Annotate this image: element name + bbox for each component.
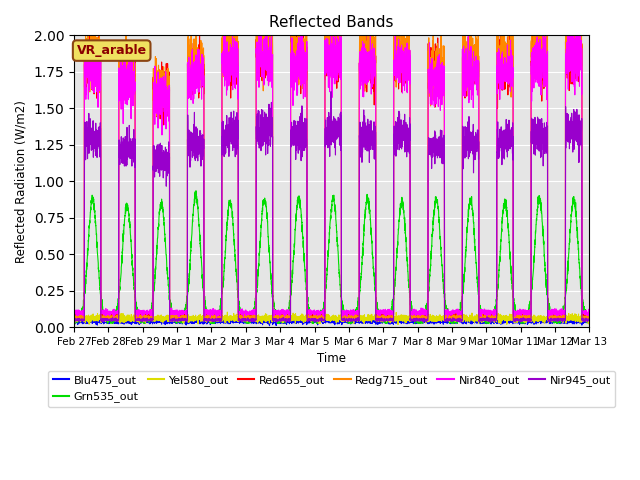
Redg715_out bbox=[163, 96, 170, 101]
Nir840_out bbox=[419, 310, 426, 315]
Yel580_out bbox=[585, 318, 593, 324]
Grn535_out bbox=[585, 312, 593, 318]
Red655_out bbox=[452, 316, 460, 322]
Title: Reflected Bands: Reflected Bands bbox=[269, 15, 394, 30]
Yel580_out bbox=[223, 309, 231, 315]
Red655_out bbox=[312, 313, 320, 319]
Line: Yel580_out: Yel580_out bbox=[74, 312, 589, 324]
Grn535_out bbox=[192, 188, 200, 193]
Redg715_out bbox=[476, 314, 484, 320]
Nir945_out bbox=[327, 89, 335, 95]
Red655_out bbox=[70, 312, 78, 318]
Blu475_out bbox=[586, 319, 593, 324]
Blu475_out bbox=[312, 320, 320, 325]
Grn535_out bbox=[447, 315, 455, 321]
Nir945_out bbox=[486, 320, 494, 325]
Nir945_out bbox=[447, 317, 455, 323]
Nir840_out bbox=[476, 310, 484, 315]
X-axis label: Time: Time bbox=[317, 352, 346, 365]
Red655_out bbox=[476, 311, 484, 317]
Nir945_out bbox=[70, 316, 78, 322]
Red655_out bbox=[447, 312, 455, 318]
Red655_out bbox=[585, 313, 593, 319]
Grn535_out bbox=[70, 321, 78, 326]
Yel580_out bbox=[312, 315, 320, 321]
Nir945_out bbox=[163, 160, 170, 166]
Grn535_out bbox=[586, 314, 593, 320]
Nir840_out bbox=[312, 311, 320, 317]
Yel580_out bbox=[447, 316, 455, 322]
Nir840_out bbox=[163, 90, 170, 96]
Redg715_out bbox=[419, 315, 426, 321]
Nir945_out bbox=[419, 317, 426, 323]
Grn535_out bbox=[476, 307, 484, 313]
Red655_out bbox=[163, 79, 170, 85]
Redg715_out bbox=[70, 313, 78, 319]
Blu475_out bbox=[70, 320, 78, 325]
Yel580_out bbox=[586, 313, 593, 319]
Nir840_out bbox=[268, 17, 275, 23]
Blu475_out bbox=[476, 317, 484, 323]
Blu475_out bbox=[419, 319, 426, 325]
Grn535_out bbox=[312, 317, 320, 323]
Nir945_out bbox=[585, 318, 593, 324]
Redg715_out bbox=[586, 315, 593, 321]
Nir840_out bbox=[447, 310, 455, 315]
Redg715_out bbox=[447, 314, 455, 320]
Yel580_out bbox=[163, 312, 170, 318]
Red655_out bbox=[419, 313, 426, 319]
Y-axis label: Reflected Radiation (W/m2): Reflected Radiation (W/m2) bbox=[15, 100, 28, 263]
Red655_out bbox=[586, 315, 593, 321]
Nir840_out bbox=[586, 310, 593, 315]
Nir840_out bbox=[585, 311, 593, 316]
Red655_out bbox=[328, 4, 336, 10]
Blu475_out bbox=[585, 320, 593, 325]
Redg715_out bbox=[219, 4, 227, 10]
Nir945_out bbox=[476, 317, 484, 323]
Yel580_out bbox=[394, 322, 402, 327]
Line: Grn535_out: Grn535_out bbox=[74, 191, 589, 324]
Redg715_out bbox=[342, 318, 350, 324]
Line: Redg715_out: Redg715_out bbox=[74, 7, 589, 321]
Line: Blu475_out: Blu475_out bbox=[74, 317, 589, 326]
Nir945_out bbox=[586, 318, 593, 324]
Nir840_out bbox=[70, 310, 78, 315]
Grn535_out bbox=[163, 263, 171, 268]
Nir840_out bbox=[212, 314, 220, 320]
Line: Nir945_out: Nir945_out bbox=[74, 92, 589, 323]
Text: VR_arable: VR_arable bbox=[77, 44, 147, 57]
Nir945_out bbox=[312, 316, 320, 322]
Grn535_out bbox=[70, 320, 78, 326]
Blu475_out bbox=[157, 314, 165, 320]
Blu475_out bbox=[447, 319, 455, 324]
Legend: Blu475_out, Grn535_out, Yel580_out, Red655_out, Redg715_out, Nir840_out, Nir945_: Blu475_out, Grn535_out, Yel580_out, Red6… bbox=[48, 371, 615, 407]
Line: Red655_out: Red655_out bbox=[74, 7, 589, 319]
Redg715_out bbox=[312, 315, 320, 321]
Blu475_out bbox=[266, 323, 273, 329]
Yel580_out bbox=[419, 312, 426, 318]
Line: Nir840_out: Nir840_out bbox=[74, 20, 589, 317]
Yel580_out bbox=[476, 315, 484, 321]
Redg715_out bbox=[585, 314, 593, 320]
Grn535_out bbox=[419, 314, 426, 320]
Yel580_out bbox=[70, 315, 78, 321]
Blu475_out bbox=[163, 318, 171, 324]
